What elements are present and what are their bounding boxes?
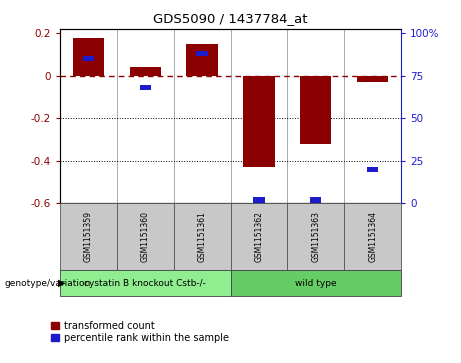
Text: GSM1151360: GSM1151360 xyxy=(141,211,150,262)
Text: wild type: wild type xyxy=(295,279,337,287)
Text: GSM1151364: GSM1151364 xyxy=(368,211,377,262)
Text: GSM1151363: GSM1151363 xyxy=(311,211,320,262)
FancyBboxPatch shape xyxy=(344,203,401,270)
FancyBboxPatch shape xyxy=(60,270,230,296)
Text: GSM1151362: GSM1151362 xyxy=(254,211,263,262)
Text: cystatin B knockout Cstb-/-: cystatin B knockout Cstb-/- xyxy=(84,279,206,287)
Legend: transformed count, percentile rank within the sample: transformed count, percentile rank withi… xyxy=(51,321,229,343)
Bar xyxy=(300,76,331,144)
FancyBboxPatch shape xyxy=(287,203,344,270)
Text: GSM1151361: GSM1151361 xyxy=(198,211,207,262)
FancyBboxPatch shape xyxy=(230,270,401,296)
FancyBboxPatch shape xyxy=(174,203,230,270)
FancyBboxPatch shape xyxy=(60,203,117,270)
Bar xyxy=(310,197,321,203)
Bar xyxy=(83,56,94,61)
Text: ▶: ▶ xyxy=(58,278,65,288)
FancyBboxPatch shape xyxy=(230,203,287,270)
Bar xyxy=(140,85,151,90)
Text: genotype/variation: genotype/variation xyxy=(5,279,91,287)
Bar xyxy=(357,76,388,82)
Bar xyxy=(367,167,378,172)
Title: GDS5090 / 1437784_at: GDS5090 / 1437784_at xyxy=(153,12,308,25)
Bar xyxy=(196,51,208,56)
Bar xyxy=(253,197,265,203)
Bar xyxy=(186,44,218,76)
Bar xyxy=(73,37,104,76)
FancyBboxPatch shape xyxy=(117,203,174,270)
Bar xyxy=(130,67,161,76)
Text: GSM1151359: GSM1151359 xyxy=(84,211,93,262)
Bar xyxy=(243,76,275,167)
